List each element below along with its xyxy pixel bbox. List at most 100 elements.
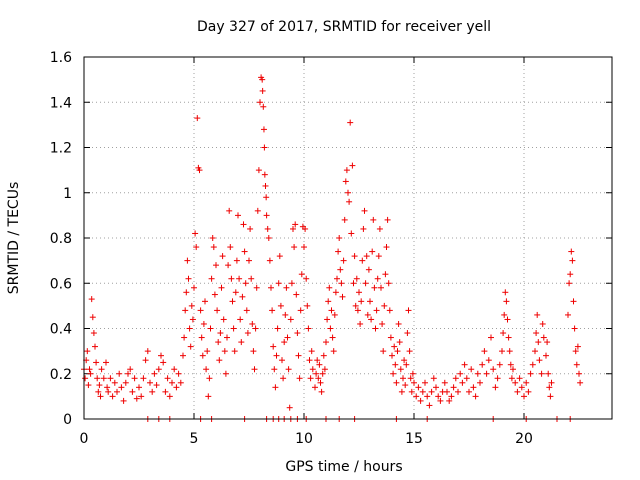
data-point bbox=[211, 291, 218, 298]
y-tick-label: 1.2 bbox=[50, 141, 72, 157]
y-tick-label: 1 bbox=[63, 186, 72, 202]
data-point bbox=[543, 352, 549, 359]
y-tick-label: 0.2 bbox=[50, 367, 72, 383]
data-point bbox=[441, 379, 448, 386]
data-point bbox=[243, 307, 250, 314]
data-point bbox=[347, 119, 354, 126]
data-point bbox=[230, 325, 237, 332]
data-point bbox=[350, 280, 357, 287]
data-point bbox=[547, 393, 554, 400]
data-point bbox=[253, 284, 260, 291]
data-point bbox=[332, 289, 339, 296]
data-point bbox=[479, 361, 486, 368]
data-point bbox=[362, 280, 369, 287]
data-point bbox=[536, 357, 543, 364]
data-point bbox=[383, 244, 390, 251]
data-point bbox=[359, 257, 366, 264]
data-point bbox=[413, 393, 420, 400]
x-tick-label: 20 bbox=[515, 431, 533, 447]
data-point bbox=[239, 293, 246, 300]
data-point bbox=[304, 302, 311, 309]
data-point bbox=[111, 379, 118, 386]
data-point bbox=[294, 330, 301, 337]
data-point bbox=[463, 375, 470, 382]
y-tick-label: 0.4 bbox=[50, 322, 72, 338]
x-tick-label: 5 bbox=[190, 431, 199, 447]
data-point bbox=[285, 366, 292, 373]
data-point bbox=[264, 225, 271, 232]
data-point bbox=[402, 382, 409, 389]
data-point bbox=[394, 348, 401, 355]
data-point bbox=[461, 361, 468, 368]
data-point bbox=[424, 393, 431, 400]
data-point bbox=[144, 348, 151, 355]
data-point bbox=[569, 257, 576, 264]
data-point bbox=[411, 379, 417, 386]
data-point bbox=[105, 388, 112, 395]
data-point bbox=[321, 366, 328, 373]
data-point bbox=[164, 375, 171, 382]
data-point bbox=[379, 320, 386, 327]
data-point bbox=[433, 384, 439, 391]
data-point bbox=[160, 359, 167, 366]
data-point bbox=[389, 352, 395, 359]
data-point bbox=[173, 384, 180, 391]
data-point bbox=[259, 87, 266, 94]
data-point bbox=[435, 393, 442, 400]
y-tick-label: 0 bbox=[63, 412, 72, 428]
data-point bbox=[219, 253, 226, 260]
data-point bbox=[277, 302, 284, 309]
data-point bbox=[315, 375, 322, 382]
data-point bbox=[357, 320, 364, 327]
chart-title: Day 327 of 2017, SRMTID for receiver yel… bbox=[197, 19, 491, 35]
data-point bbox=[539, 320, 546, 327]
data-point bbox=[193, 244, 200, 251]
data-point bbox=[385, 280, 392, 287]
data-point bbox=[204, 348, 211, 355]
data-point bbox=[502, 289, 509, 296]
data-point bbox=[297, 307, 304, 314]
data-point bbox=[96, 382, 103, 389]
data-point bbox=[229, 298, 236, 305]
data-point bbox=[474, 370, 481, 377]
data-point bbox=[525, 388, 532, 395]
data-point bbox=[341, 216, 348, 223]
data-point bbox=[155, 366, 162, 373]
data-point bbox=[446, 397, 453, 404]
data-point bbox=[133, 395, 140, 402]
data-point bbox=[470, 384, 477, 391]
data-point bbox=[261, 171, 268, 178]
data-point bbox=[142, 357, 149, 364]
data-point bbox=[226, 207, 233, 214]
data-point bbox=[307, 375, 314, 382]
plot-frame bbox=[83, 56, 613, 420]
data-point bbox=[184, 257, 191, 264]
data-point bbox=[104, 384, 111, 391]
data-point bbox=[378, 284, 384, 291]
data-point bbox=[540, 334, 547, 341]
data-point bbox=[109, 393, 116, 400]
y-tick-label: 0.6 bbox=[50, 276, 72, 292]
data-point bbox=[220, 316, 227, 323]
data-point bbox=[325, 298, 332, 305]
data-point bbox=[490, 366, 497, 373]
data-point bbox=[568, 248, 575, 255]
data-point bbox=[90, 330, 97, 337]
data-point bbox=[326, 284, 333, 291]
data-point bbox=[185, 275, 192, 282]
data-point bbox=[488, 334, 494, 341]
data-point bbox=[107, 375, 114, 382]
data-point bbox=[468, 366, 475, 373]
data-point bbox=[363, 253, 370, 260]
data-point bbox=[218, 284, 225, 291]
data-point bbox=[93, 359, 100, 366]
data-point bbox=[288, 280, 295, 287]
data-point bbox=[516, 375, 523, 382]
data-point bbox=[199, 352, 206, 359]
data-point bbox=[140, 375, 147, 382]
data-point bbox=[241, 248, 248, 255]
data-point bbox=[259, 76, 266, 83]
data-point bbox=[521, 393, 527, 400]
data-point bbox=[338, 280, 345, 287]
